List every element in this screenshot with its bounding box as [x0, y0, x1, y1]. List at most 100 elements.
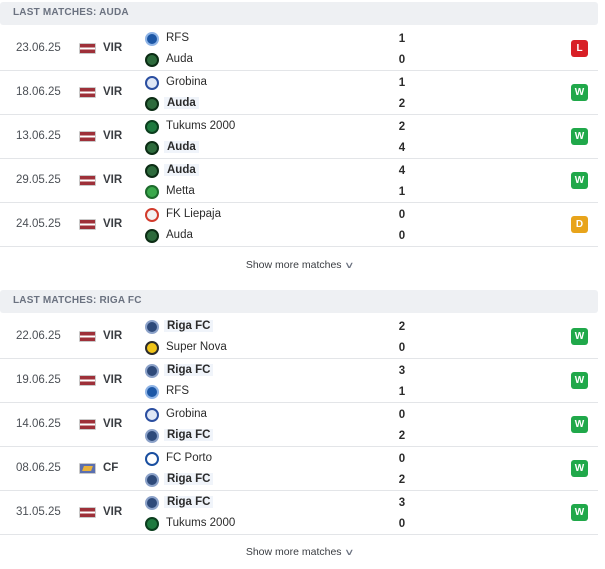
- home-team-name: RFS: [166, 32, 189, 44]
- show-more-button[interactable]: Show more matches ∨: [0, 546, 598, 558]
- away-team-name: Auda: [164, 141, 199, 153]
- match-row[interactable]: 24.05.25 VIR FK Liepaja Auda 0 0 D: [0, 203, 598, 247]
- conference-flag-icon: [79, 463, 96, 474]
- latvia-flag-icon: [79, 331, 96, 342]
- home-score: 0: [398, 453, 406, 465]
- riga-logo-icon: [145, 320, 159, 334]
- away-score: 1: [398, 386, 406, 398]
- riga-logo-icon: [145, 364, 159, 378]
- match-row[interactable]: 23.06.25 VIR RFS Auda 1 0 L: [0, 27, 598, 71]
- competition-label: VIR: [103, 330, 123, 342]
- home-team-name: Grobina: [166, 408, 207, 420]
- grobina-logo-icon: [145, 76, 159, 90]
- competition-label: VIR: [103, 506, 123, 518]
- result-badge: W: [571, 328, 588, 345]
- away-score: 1: [398, 186, 406, 198]
- rfs-logo-icon: [145, 32, 159, 46]
- competition-label: VIR: [103, 42, 123, 54]
- home-score: 2: [398, 321, 406, 333]
- competition-label: CF: [103, 462, 119, 474]
- match-row[interactable]: 22.06.25 VIR Riga FC Super Nova 2 0 W: [0, 315, 598, 359]
- section-header: LAST MATCHES: RIGA FC: [0, 290, 598, 313]
- away-score: 2: [398, 98, 406, 110]
- away-score: 0: [398, 518, 406, 530]
- auda-logo-icon: [145, 97, 159, 111]
- home-score: 2: [398, 121, 406, 133]
- result-badge: W: [571, 416, 588, 433]
- away-score: 2: [398, 474, 406, 486]
- away-score: 0: [398, 54, 406, 66]
- away-team-name: RFS: [166, 385, 189, 397]
- home-score: 0: [398, 409, 406, 421]
- away-team-name: Auda: [166, 53, 193, 65]
- result-badge: W: [571, 172, 588, 189]
- home-score: 3: [398, 497, 406, 509]
- latvia-flag-icon: [79, 43, 96, 54]
- result-badge: D: [571, 216, 588, 233]
- home-team-name: Riga FC: [164, 496, 214, 508]
- show-more-label: Show more matches: [245, 259, 342, 271]
- match-row[interactable]: 08.06.25 CF FC Porto Riga FC 0 2 W: [0, 447, 598, 491]
- match-date: 22.06.25: [16, 330, 61, 342]
- home-team-name: Grobina: [166, 76, 207, 88]
- competition-label: VIR: [103, 130, 123, 142]
- grobina-logo-icon: [145, 408, 159, 422]
- auda-logo-icon: [145, 53, 159, 67]
- home-team-name: Riga FC: [164, 364, 214, 376]
- home-team-name: FK Liepaja: [166, 208, 221, 220]
- match-date: 23.06.25: [16, 42, 61, 54]
- auda-logo-icon: [145, 229, 159, 243]
- result-badge: L: [571, 40, 588, 57]
- section-title: LAST MATCHES: RIGA FC: [13, 295, 142, 306]
- liepaja-logo-icon: [145, 208, 159, 222]
- match-date: 19.06.25: [16, 374, 61, 386]
- away-team-name: Tukums 2000: [166, 517, 236, 529]
- competition-label: VIR: [103, 418, 123, 430]
- match-row[interactable]: 18.06.25 VIR Grobina Auda 1 2 W: [0, 71, 598, 115]
- show-more-button[interactable]: Show more matches ∨: [0, 259, 598, 271]
- riga-logo-icon: [145, 473, 159, 487]
- match-date: 14.06.25: [16, 418, 61, 430]
- away-team-name: Super Nova: [166, 341, 227, 353]
- porto-logo-icon: [145, 452, 159, 466]
- section-header: LAST MATCHES: AUDA: [0, 2, 598, 25]
- match-date: 31.05.25: [16, 506, 61, 518]
- rfs-logo-icon: [145, 385, 159, 399]
- match-row[interactable]: 14.06.25 VIR Grobina Riga FC 0 2 W: [0, 403, 598, 447]
- match-date: 08.06.25: [16, 462, 61, 474]
- show-more-label: Show more matches: [245, 546, 342, 558]
- away-team-name: Auda: [164, 97, 199, 109]
- result-badge: W: [571, 128, 588, 145]
- match-row[interactable]: 19.06.25 VIR Riga FC RFS 3 1 W: [0, 359, 598, 403]
- latvia-flag-icon: [79, 419, 96, 430]
- section-title: LAST MATCHES: AUDA: [13, 7, 129, 18]
- nova-logo-icon: [145, 341, 159, 355]
- latvia-flag-icon: [79, 219, 96, 230]
- home-team-name: Riga FC: [164, 320, 214, 332]
- match-row[interactable]: 31.05.25 VIR Riga FC Tukums 2000 3 0 W: [0, 491, 598, 535]
- competition-label: VIR: [103, 218, 123, 230]
- latvia-flag-icon: [79, 87, 96, 98]
- away-score: 0: [398, 342, 406, 354]
- away-score: 2: [398, 430, 406, 442]
- match-date: 13.06.25: [16, 130, 61, 142]
- match-row[interactable]: 29.05.25 VIR Auda Metta 4 1 W: [0, 159, 598, 203]
- latvia-flag-icon: [79, 175, 96, 186]
- competition-label: VIR: [103, 374, 123, 386]
- home-score: 1: [398, 33, 406, 45]
- chevron-down-icon: ∨: [343, 547, 355, 557]
- latvia-flag-icon: [79, 507, 96, 518]
- home-team-name: Auda: [164, 164, 199, 176]
- auda-logo-icon: [145, 141, 159, 155]
- home-score: 0: [398, 209, 406, 221]
- latvia-flag-icon: [79, 131, 96, 142]
- match-date: 29.05.25: [16, 174, 61, 186]
- home-team-name: FC Porto: [166, 452, 213, 464]
- result-badge: W: [571, 504, 588, 521]
- chevron-down-icon: ∨: [343, 260, 355, 270]
- result-badge: W: [571, 460, 588, 477]
- match-row[interactable]: 13.06.25 VIR Tukums 2000 Auda 2 4 W: [0, 115, 598, 159]
- home-team-name: Tukums 2000: [166, 120, 236, 132]
- home-score: 1: [398, 77, 406, 89]
- result-badge: W: [571, 84, 588, 101]
